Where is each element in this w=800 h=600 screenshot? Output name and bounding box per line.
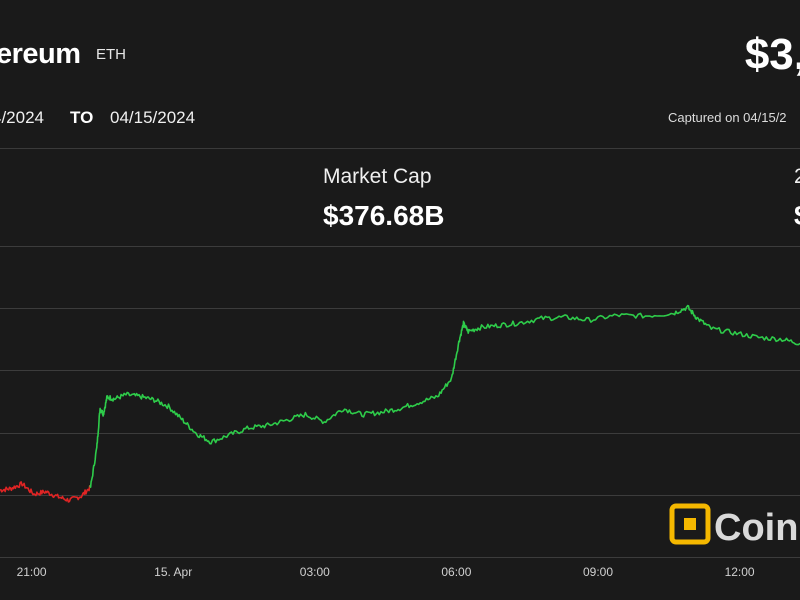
x-tick-label: 12:00 (725, 565, 755, 579)
market-cap-label: Market Cap (323, 165, 432, 188)
date-range-to-label: TO (70, 108, 94, 127)
x-tick-label: 15. Apr (154, 565, 192, 579)
chart-gridlines (0, 246, 800, 558)
coindesk-watermark: Coin (669, 503, 798, 548)
asset-name: ereum (0, 38, 81, 70)
series-line-down (0, 481, 91, 503)
x-tick-label: 09:00 (583, 565, 613, 579)
x-axis-ticks: 21:00 15. Apr 03:00 06:00 09:00 12:00 (17, 565, 755, 579)
x-tick-label: 03:00 (300, 565, 330, 579)
header-divider (0, 148, 800, 149)
captured-timestamp: Captured on 04/15/2 (668, 110, 787, 125)
chart-series (0, 304, 800, 503)
clipped-stat-label: 2 (794, 165, 800, 188)
watermark-text: Coin (714, 507, 798, 548)
asset-price: $3, (744, 30, 800, 79)
asset-symbol: ETH (96, 46, 126, 63)
x-tick-label: 21:00 (17, 565, 47, 579)
date-range-start: 4/2024 (0, 108, 44, 127)
coindesk-logo-icon (669, 503, 711, 545)
price-chart: 21:00 15. Apr 03:00 06:00 09:00 12:00 (0, 246, 800, 579)
date-range-end: 04/15/2024 (110, 108, 196, 127)
series-line-up (89, 304, 800, 488)
clipped-stat-value: $ (794, 200, 800, 232)
market-cap-value: $376.68B (323, 200, 445, 231)
x-tick-label: 06:00 (441, 565, 471, 579)
